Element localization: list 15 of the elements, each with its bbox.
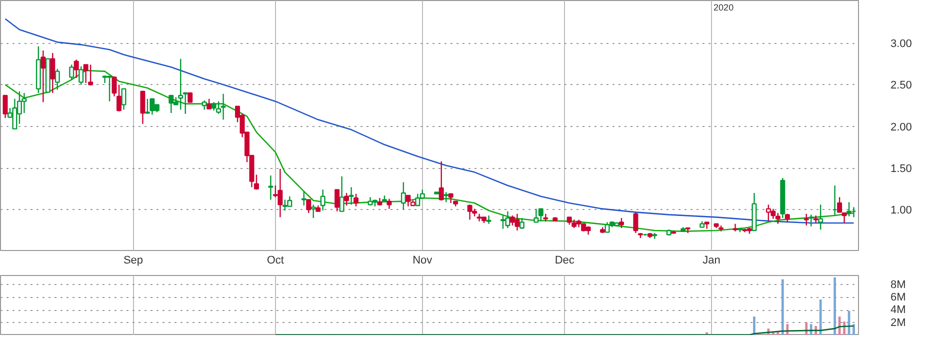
x-tick-label: Oct (266, 254, 284, 266)
y-tick-label: 1.50 (890, 163, 912, 175)
x-tick-label: Jan (702, 254, 720, 266)
y-tick-label: 2M (890, 316, 906, 329)
y-tick-label: 1.00 (890, 204, 912, 217)
y-tick-label: 2.50 (890, 80, 912, 92)
y-tick-label: 4M (890, 304, 906, 316)
x-tick-label: Nov (412, 254, 433, 266)
annotation: 2020 (714, 2, 734, 12)
y-tick-label: 6M (890, 292, 906, 304)
y-tick-label: 8M (890, 278, 906, 291)
x-tick-label: Dec (554, 254, 575, 266)
y-tick-label: 2.00 (890, 121, 912, 134)
x-tick-label: Sep (123, 254, 144, 266)
y-tick-label: 3.00 (890, 38, 912, 50)
